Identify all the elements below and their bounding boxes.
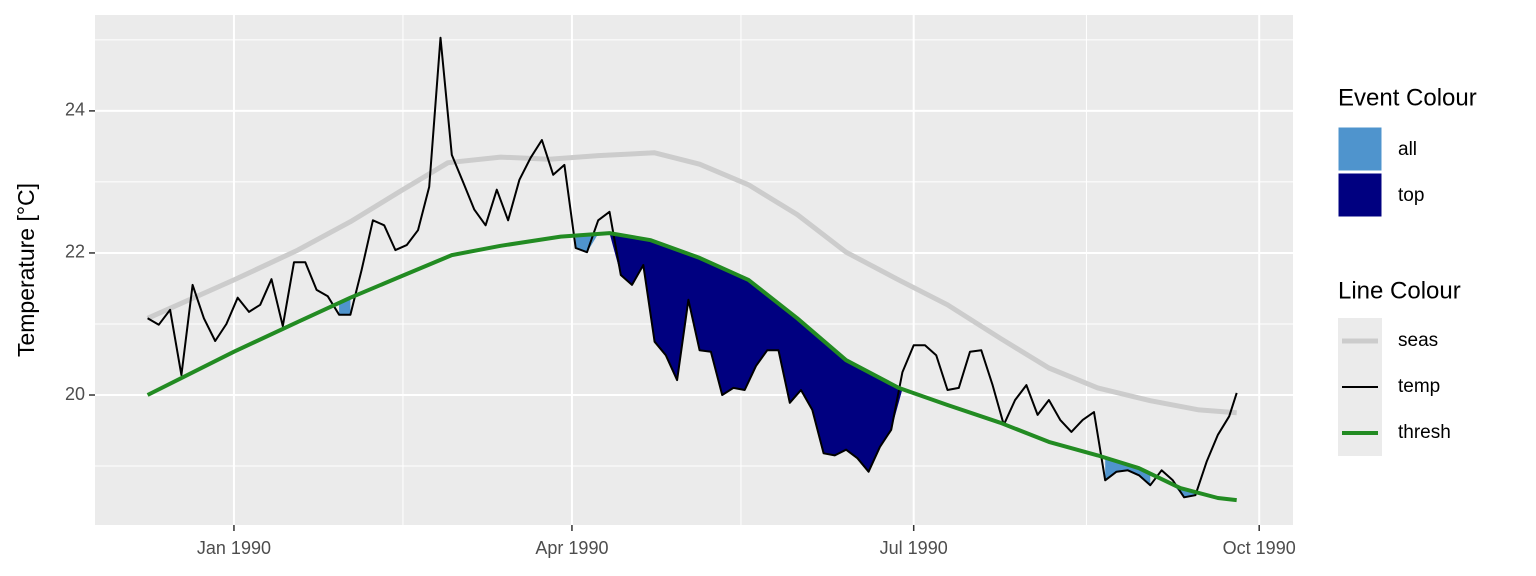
- event-area: [609, 233, 903, 472]
- axes: 20 22 24 Jan 1990 Apr 1990 Jul 1990 Oct 1990: [65, 100, 1296, 558]
- event-area: [575, 233, 610, 253]
- event-area: [1105, 457, 1151, 486]
- y-tick-label: 24: [65, 100, 85, 120]
- series-line: [147, 36, 1238, 499]
- y-axis-title: Temperature [°C]: [13, 183, 39, 357]
- x-tick-label: Jul 1990: [880, 538, 948, 558]
- legend-title: Line Colour: [1338, 277, 1461, 304]
- series-line: [146, 231, 1237, 503]
- legend-label: seas: [1398, 330, 1438, 351]
- legend-label: thresh: [1398, 422, 1451, 443]
- y-tick-label: 22: [65, 242, 85, 262]
- series-line: [146, 150, 1237, 416]
- x-tick-label: Apr 1990: [535, 538, 608, 558]
- x-tick-label: Oct 1990: [1223, 538, 1296, 558]
- y-tick-label: 20: [65, 384, 85, 404]
- legend-title: Event Colour: [1338, 84, 1477, 111]
- legend-swatch: [1337, 172, 1383, 218]
- legend: Event Colour all top Line Colour seas temp thr…: [1337, 84, 1477, 456]
- legend-label: top: [1398, 185, 1424, 206]
- legend-label: temp: [1398, 376, 1440, 397]
- x-tick-label: Jan 1990: [197, 538, 271, 558]
- lines: [146, 36, 1238, 503]
- legend-swatch: [1337, 126, 1383, 172]
- legend-label: all: [1398, 139, 1417, 160]
